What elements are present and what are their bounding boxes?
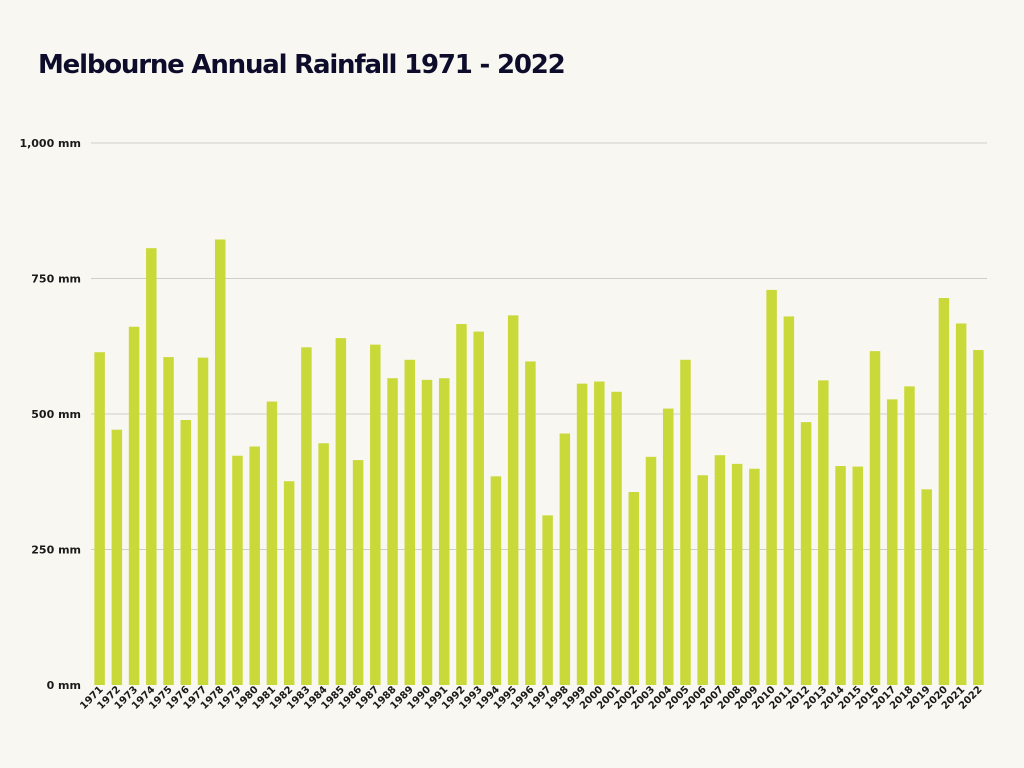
bar-2008 bbox=[731, 463, 743, 685]
bar-2007 bbox=[714, 455, 726, 685]
bar-1998 bbox=[559, 433, 571, 685]
bar-1977 bbox=[197, 357, 209, 685]
bar-1982 bbox=[283, 481, 295, 685]
bar-2016 bbox=[869, 351, 881, 685]
bar-1979 bbox=[232, 455, 243, 685]
bar-2019 bbox=[921, 489, 932, 685]
bar-1972 bbox=[111, 429, 123, 685]
bar-1978 bbox=[214, 239, 226, 685]
bar-1981 bbox=[266, 401, 278, 685]
bar-1985 bbox=[335, 338, 347, 685]
bar-2018 bbox=[904, 386, 915, 685]
bar-2009 bbox=[749, 468, 760, 685]
bar-1971 bbox=[94, 352, 105, 685]
bar-2022 bbox=[973, 350, 984, 685]
bar-1990 bbox=[421, 379, 433, 685]
chart-title: Melbourne Annual Rainfall 1971 - 2022 bbox=[38, 50, 566, 80]
bar-1986 bbox=[352, 460, 364, 685]
bar-1995 bbox=[507, 315, 519, 685]
bar-1993 bbox=[473, 331, 484, 685]
y-tick-label: 1,000 mm bbox=[19, 137, 81, 150]
bar-1987 bbox=[370, 344, 381, 685]
bar-2011 bbox=[783, 316, 795, 685]
bar-1991 bbox=[438, 378, 450, 685]
bar-2003 bbox=[645, 456, 657, 685]
bar-2002 bbox=[628, 492, 640, 685]
bar-2017 bbox=[886, 399, 898, 685]
bar-2014 bbox=[835, 466, 846, 685]
bar-2001 bbox=[611, 391, 622, 685]
bar-1994 bbox=[490, 476, 502, 685]
bars bbox=[94, 239, 984, 685]
bar-1973 bbox=[128, 326, 140, 685]
bar-2005 bbox=[680, 359, 691, 685]
y-axis-ticks: 0 mm 250 mm 500 mm 750 mm 1,000 mm bbox=[19, 137, 81, 692]
y-tick-label: 500 mm bbox=[31, 408, 81, 421]
bar-1989 bbox=[404, 359, 416, 685]
y-tick-label: 0 mm bbox=[47, 679, 81, 692]
bar-2010 bbox=[766, 289, 777, 685]
bar-2015 bbox=[852, 466, 864, 685]
bar-1975 bbox=[163, 357, 174, 685]
bar-1974 bbox=[146, 248, 157, 685]
bar-1980 bbox=[249, 446, 260, 685]
bar-1996 bbox=[525, 361, 536, 685]
x-axis-ticks: 1971197219731974197519761977197819791980… bbox=[78, 684, 984, 711]
bar-1999 bbox=[576, 383, 588, 685]
bar-1983 bbox=[301, 347, 312, 685]
bar-2013 bbox=[818, 380, 829, 685]
bar-1984 bbox=[318, 443, 329, 685]
y-tick-label: 250 mm bbox=[31, 544, 81, 557]
bar-2020 bbox=[938, 298, 950, 685]
y-tick-label: 750 mm bbox=[31, 273, 81, 286]
bar-1988 bbox=[387, 378, 398, 685]
bar-2012 bbox=[800, 422, 812, 685]
bar-2000 bbox=[594, 381, 605, 685]
bar-2004 bbox=[662, 408, 674, 685]
bar-2006 bbox=[697, 475, 708, 685]
bar-1976 bbox=[180, 419, 192, 685]
bar-1997 bbox=[542, 515, 553, 685]
bar-2021 bbox=[955, 323, 967, 685]
bar-1992 bbox=[456, 324, 467, 685]
